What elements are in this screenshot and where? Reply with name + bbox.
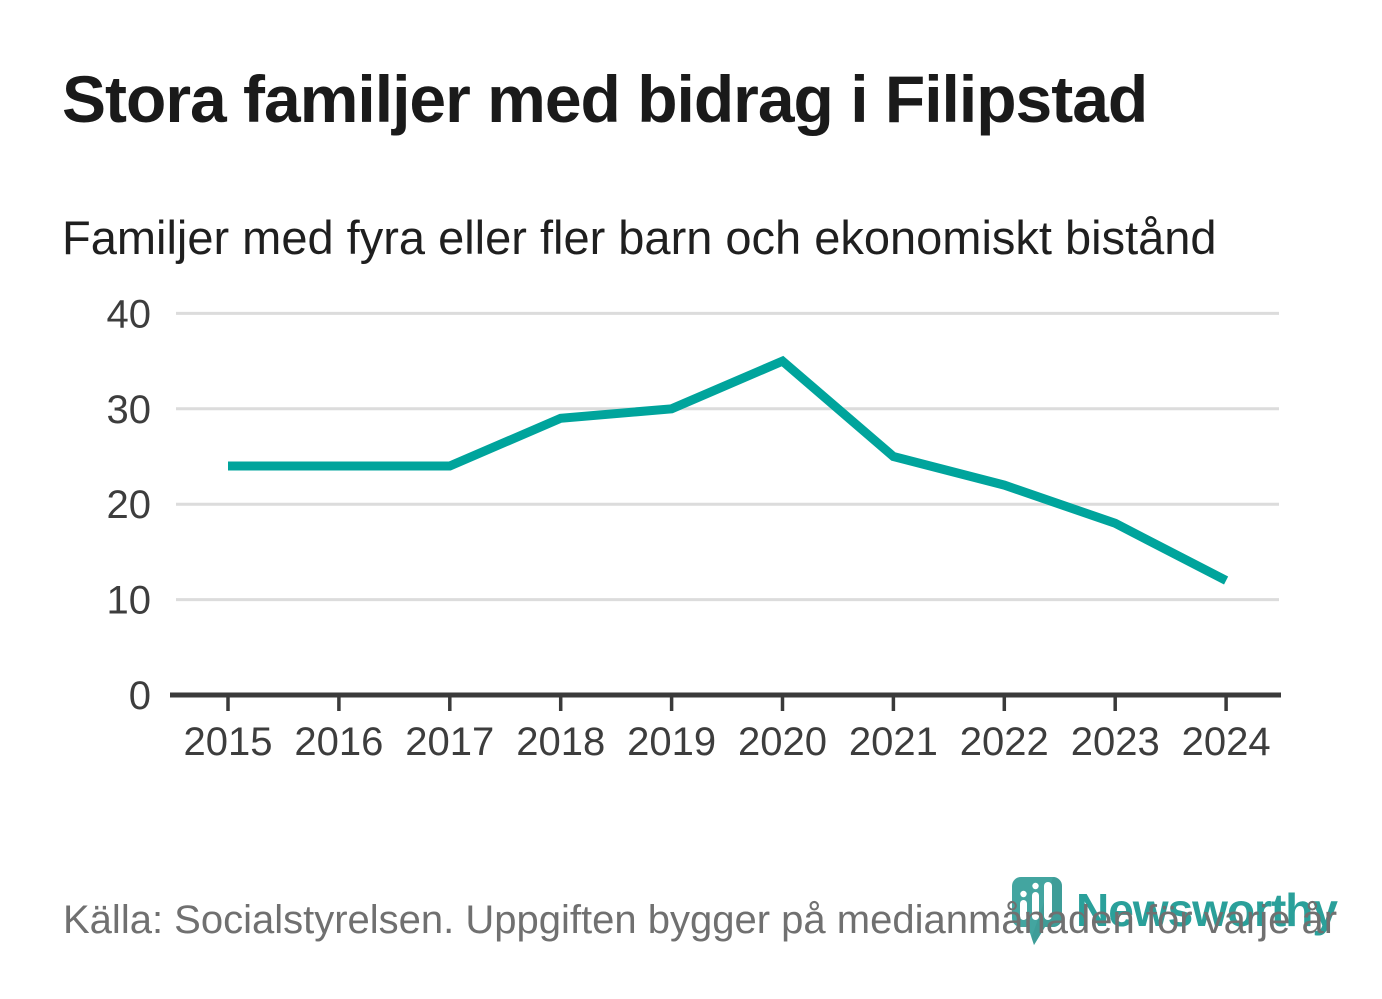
x-axis-label-2020: 2020 <box>738 720 827 764</box>
y-axis-label-20: 20 <box>107 483 152 527</box>
chart-title: Stora familjer med bidrag i Filipstad <box>62 62 1148 136</box>
chart-subtitle: Familjer med fyra eller fler barn och ek… <box>62 211 1217 264</box>
x-axis-label-2016: 2016 <box>294 720 383 764</box>
x-axis-label-2017: 2017 <box>405 720 494 764</box>
x-axis-label-2024: 2024 <box>1182 720 1271 764</box>
y-axis-label-40: 40 <box>107 292 152 336</box>
y-axis-label-30: 30 <box>107 388 152 432</box>
y-axis-label-10: 10 <box>107 579 152 623</box>
source-note: Källa: Socialstyrelsen. Uppgiften bygger… <box>63 898 1338 942</box>
x-axis-label-2019: 2019 <box>627 720 716 764</box>
x-axis-label-2021: 2021 <box>849 720 938 764</box>
x-axis-label-2015: 2015 <box>184 720 273 764</box>
newsworthy-logo-icon <box>1012 877 1062 945</box>
data-line <box>228 355 1229 585</box>
x-axis-label-2022: 2022 <box>960 720 1049 764</box>
x-axis-label-2018: 2018 <box>516 720 605 764</box>
newsworthy-wordmark: Newsworthy <box>1076 884 1338 936</box>
y-axis-label-0: 0 <box>129 674 151 718</box>
x-axis-label-2023: 2023 <box>1071 720 1160 764</box>
